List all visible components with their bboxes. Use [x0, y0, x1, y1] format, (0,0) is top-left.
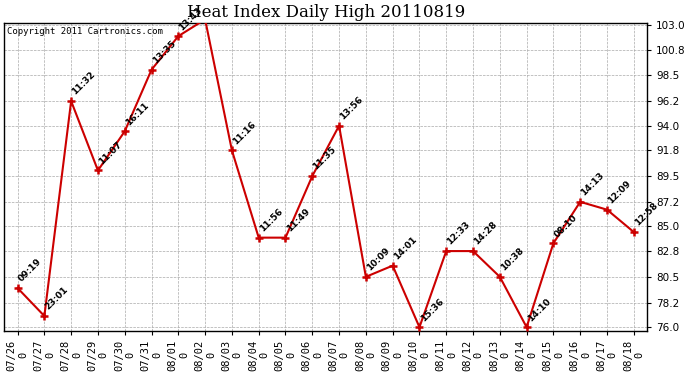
Text: 13:56: 13:56	[338, 95, 365, 122]
Text: 12:33: 12:33	[446, 220, 472, 247]
Text: 14:10: 14:10	[526, 296, 553, 323]
Text: 12:58: 12:58	[633, 201, 660, 228]
Text: 11:49: 11:49	[285, 207, 311, 234]
Text: 16:11: 16:11	[124, 100, 150, 127]
Text: 11:35: 11:35	[311, 145, 338, 172]
Text: Copyright 2011 Cartronics.com: Copyright 2011 Cartronics.com	[8, 27, 164, 36]
Text: 14:13: 14:13	[580, 171, 606, 198]
Text: 13:43: 13:43	[177, 5, 204, 32]
Text: 13:35: 13:35	[150, 39, 177, 66]
Text: 09:19: 09:19	[17, 257, 43, 284]
Text: 14:28: 14:28	[472, 220, 499, 247]
Text: 10:09: 10:09	[365, 246, 391, 273]
Text: 14:01: 14:01	[392, 235, 418, 261]
Text: 11:07: 11:07	[97, 140, 124, 166]
Text: 23:01: 23:01	[43, 285, 70, 312]
Text: 11:56: 11:56	[258, 207, 284, 234]
Text: 11:32: 11:32	[70, 70, 97, 97]
Text: 08:10: 08:10	[553, 213, 579, 239]
Text: 15:36: 15:36	[419, 296, 445, 323]
Text: 11:16: 11:16	[231, 120, 257, 146]
Text: 16:18: 16:18	[0, 374, 1, 375]
Text: 12:09: 12:09	[607, 179, 633, 206]
Title: Heat Index Daily High 20110819: Heat Index Daily High 20110819	[186, 4, 465, 21]
Text: 10:38: 10:38	[499, 246, 526, 273]
